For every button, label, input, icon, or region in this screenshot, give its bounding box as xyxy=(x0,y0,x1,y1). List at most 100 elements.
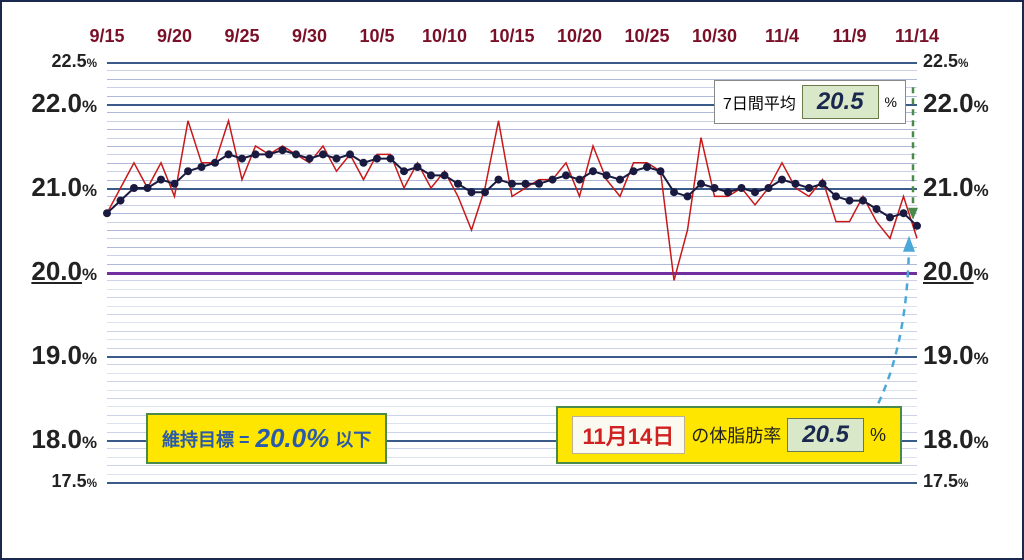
series-avg-marker xyxy=(373,155,381,163)
current-date: 11月14日 xyxy=(572,416,686,454)
goal-suffix: 以下 xyxy=(335,426,371,452)
series-avg-marker xyxy=(333,155,341,163)
series-avg-marker xyxy=(400,167,408,175)
series-avg-marker xyxy=(252,150,260,158)
x-tick-label: 10/30 xyxy=(692,26,737,47)
series-avg-marker xyxy=(819,180,827,188)
current-mid-text: の体脂肪率 xyxy=(691,422,781,448)
series-avg-marker xyxy=(589,167,597,175)
series-avg-marker xyxy=(630,167,638,175)
y-tick-label: 21.0% xyxy=(31,172,97,203)
series-avg-marker xyxy=(562,171,570,179)
current-value: 20.5 xyxy=(787,418,864,452)
y-tick-label: 19.0% xyxy=(923,340,989,371)
x-tick-label: 10/20 xyxy=(557,26,602,47)
series-avg-marker xyxy=(198,163,206,171)
x-tick-label: 11/9 xyxy=(832,26,866,47)
series-avg-marker xyxy=(603,171,611,179)
y-tick-label: 22.0% xyxy=(31,88,97,119)
series-avg-marker xyxy=(454,180,462,188)
y-tick-label: 20.0% xyxy=(31,256,97,287)
series-avg-marker xyxy=(117,197,125,205)
series-avg-marker xyxy=(697,180,705,188)
series-avg-marker xyxy=(144,184,152,192)
series-avg-marker xyxy=(886,213,894,221)
x-tick-label: 9/30 xyxy=(292,26,327,47)
y-tick-label: 22.5% xyxy=(52,51,97,72)
series-avg-marker xyxy=(684,192,692,200)
series-avg-marker xyxy=(724,188,732,196)
goal-value: 20.0% xyxy=(256,423,330,454)
x-tick-label: 11/14 xyxy=(895,26,939,47)
series-avg-marker xyxy=(211,159,219,167)
current-value-box: 11月14日 の体脂肪率 20.5 % xyxy=(556,406,902,464)
series-avg-marker xyxy=(414,163,422,171)
series-avg-marker xyxy=(279,146,287,154)
series-avg-marker xyxy=(711,184,719,192)
series-avg-marker xyxy=(441,171,449,179)
series-avg-marker xyxy=(778,176,786,184)
series-avg-marker xyxy=(859,197,867,205)
series-avg-marker xyxy=(171,180,179,188)
series-avg-marker xyxy=(238,155,246,163)
y-tick-label: 20.0% xyxy=(923,256,989,287)
callout-avg-label: 7日間平均 xyxy=(723,90,796,114)
series-avg-marker xyxy=(130,184,138,192)
x-tick-label: 9/15 xyxy=(89,26,124,47)
series-avg-marker xyxy=(265,150,273,158)
series-avg-marker xyxy=(913,222,921,230)
series-avg-marker xyxy=(522,180,530,188)
series-avg-marker xyxy=(103,209,111,217)
y-tick-label: 18.0% xyxy=(923,424,989,455)
callout-avg-value: 20.5 xyxy=(802,85,879,119)
current-unit: % xyxy=(870,425,886,446)
series-avg-marker xyxy=(670,188,678,196)
series-avg-marker xyxy=(346,150,354,158)
y-tick-label: 22.0% xyxy=(923,88,989,119)
series-avg-marker xyxy=(657,167,665,175)
x-axis-labels: 9/159/209/259/3010/510/1010/1510/2010/25… xyxy=(107,26,917,56)
x-tick-label: 9/25 xyxy=(224,26,259,47)
y-tick-label: 18.0% xyxy=(31,424,97,455)
y-tick-label: 21.0% xyxy=(923,172,989,203)
callout-7day-avg: 7日間平均 20.5 % xyxy=(714,80,906,124)
y-tick-label: 17.5% xyxy=(52,471,97,492)
series-avg-marker xyxy=(427,171,435,179)
series-avg-marker xyxy=(184,167,192,175)
series-avg-marker xyxy=(292,150,300,158)
y-tick-label: 22.5% xyxy=(923,51,968,72)
series-avg-marker xyxy=(360,159,368,167)
goal-prefix: 維持目標 = xyxy=(162,426,250,452)
x-tick-label: 10/5 xyxy=(359,26,394,47)
chart-container: 9/15 9/20 9/25 9/30 10/5 10/10 10/15 10/20 10/25… xyxy=(0,0,1024,560)
x-tick-label: 10/15 xyxy=(489,26,534,47)
goal-box: 維持目標 = 20.0% 以下 xyxy=(146,413,387,464)
series-avg-marker xyxy=(738,184,746,192)
y-tick-label: 17.5% xyxy=(923,471,968,492)
x-tick-label: 10/10 xyxy=(422,26,467,47)
series-avg-marker xyxy=(805,184,813,192)
series-avg-marker xyxy=(495,176,503,184)
series-avg-marker xyxy=(900,209,908,217)
series-avg-marker xyxy=(508,180,516,188)
series-avg-marker xyxy=(846,197,854,205)
series-avg-marker xyxy=(873,205,881,213)
x-tick-label: 9/20 xyxy=(157,26,192,47)
x-tick-label: 11/4 xyxy=(765,26,799,47)
series-avg-marker xyxy=(306,155,314,163)
y-tick-label: 19.0% xyxy=(31,340,97,371)
series-avg-marker xyxy=(387,155,395,163)
series-avg-marker xyxy=(643,163,651,171)
series-raw-line xyxy=(107,121,917,281)
series-avg-marker xyxy=(319,150,327,158)
x-tick-label: 10/25 xyxy=(624,26,669,47)
series-avg-marker xyxy=(832,192,840,200)
series-avg-marker xyxy=(751,188,759,196)
series-avg-marker xyxy=(481,188,489,196)
series-avg-marker xyxy=(157,176,165,184)
series-avg-marker xyxy=(535,180,543,188)
series-avg-marker xyxy=(765,184,773,192)
series-avg-marker xyxy=(225,150,233,158)
series-avg-marker xyxy=(576,176,584,184)
series-avg-marker xyxy=(549,176,557,184)
